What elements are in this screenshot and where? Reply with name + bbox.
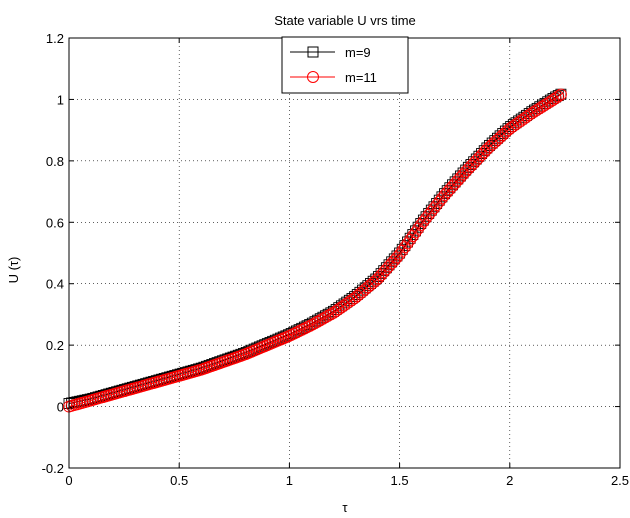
series-layer [63,88,567,413]
legend-marker-m9 [307,46,319,58]
data-point [295,323,308,336]
legend-box [281,36,409,94]
data-point [290,326,303,339]
legend: m=9 m=11 [281,36,409,94]
axis-ticks: 0 0.5 1 1.5 2 2.5-0.200.20.40.60.811.2 [42,31,629,488]
legend-label-m11: m=11 [345,70,377,85]
data-point [285,329,298,342]
y-tick-label: 0.8 [46,154,64,169]
data-point [301,321,313,334]
series-m=9 [63,88,567,409]
data-point [552,90,565,103]
y-tick-label: 0 [57,400,64,415]
series-m=11 [63,88,567,413]
x-tick-label: 0.5 [170,473,188,488]
legend-label-m9: m=9 [345,45,371,60]
y-tick-label: 0.6 [46,215,64,230]
data-point [293,325,306,338]
x-tick-label: 0 [65,473,72,488]
y-tick-label: 1 [57,92,64,107]
data-point [554,88,567,101]
x-tick-label: 1.5 [391,473,409,488]
data-point [287,327,300,340]
x-axis-label: τ [342,500,348,515]
y-tick-label: 0.4 [46,277,64,292]
y-tick-label: -0.2 [42,461,64,476]
y-axis-label: U (τ) [6,257,21,284]
y-tick-label: 1.2 [46,31,64,46]
legend-marker-m11 [307,71,319,83]
x-tick-label: 1 [286,473,293,488]
chart-title: State variable U vrs time [274,13,416,28]
x-tick-label: 2.5 [611,473,629,488]
data-point [282,330,295,343]
data-point [298,322,311,335]
x-tick-label: 2 [506,473,513,488]
y-tick-label: 0.2 [46,338,64,353]
